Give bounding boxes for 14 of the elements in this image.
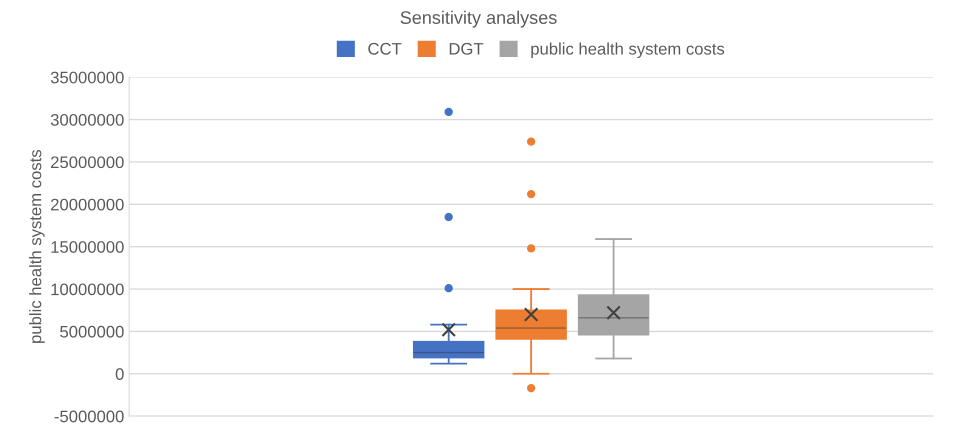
y-tick-label: 5000000 — [60, 326, 124, 338]
legend-label: DGT — [450, 42, 484, 55]
y-tick-label: 35000000 — [50, 72, 124, 84]
y-tick-label: 20000000 — [51, 198, 124, 211]
legend-label: public health system costs — [531, 42, 724, 58]
y-tick-label: 25000000 — [51, 156, 124, 168]
y-tick-label: 0 — [116, 368, 124, 380]
y-tick-label: 10000000 — [51, 283, 124, 296]
chart-title: Sensitivity analyses — [400, 10, 557, 28]
y-tick-label: 15000000 — [51, 241, 124, 253]
y-axis-title: public health system costs — [29, 150, 45, 343]
legend-label: CCT — [368, 42, 402, 55]
y-tick-label: -5000000 — [54, 410, 124, 422]
y-tick-label: 30000000 — [50, 114, 124, 126]
